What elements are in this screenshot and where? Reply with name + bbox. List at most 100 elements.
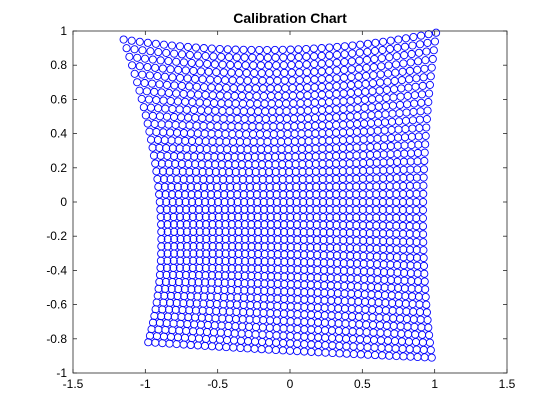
scatter-point — [405, 221, 414, 231]
scatter-point — [352, 166, 361, 175]
scatter-point — [366, 259, 375, 269]
scatter-point — [226, 60, 235, 69]
scatter-point — [352, 259, 362, 268]
y-tick-label: 0.4 — [50, 127, 67, 141]
scatter-point — [378, 229, 388, 238]
scatter-point — [415, 40, 425, 49]
scatter-point — [166, 175, 175, 184]
scatter-point — [318, 167, 327, 176]
scatter-point — [412, 197, 421, 207]
scatter-point — [428, 54, 437, 64]
scatter-point — [158, 167, 168, 176]
scatter-point — [294, 52, 303, 62]
scatter-point — [386, 260, 395, 269]
x-tick-label: -1 — [140, 377, 151, 391]
scatter-point — [358, 190, 367, 199]
scatter-point — [419, 189, 428, 198]
scatter-point — [392, 229, 401, 238]
scatter-point — [365, 197, 374, 207]
scatter-point — [332, 174, 341, 184]
scatter-point — [352, 174, 361, 183]
scatter-point — [419, 230, 428, 239]
scatter-point — [420, 148, 429, 157]
scatter-point — [409, 32, 418, 42]
scatter-point — [178, 167, 187, 176]
scatter-point — [143, 63, 152, 72]
scatter-point — [203, 59, 212, 68]
y-tick-label: -0.8 — [46, 332, 67, 346]
scatter-point — [412, 214, 421, 223]
scatter-point — [365, 236, 374, 245]
scatter-point — [271, 53, 280, 62]
scatter-point — [365, 244, 375, 253]
scatter-point — [155, 190, 164, 199]
scatter-point — [223, 45, 232, 54]
scatter-point — [412, 230, 421, 239]
scatter-point — [164, 159, 173, 168]
scatter-point — [345, 174, 354, 183]
scatter-point — [386, 268, 395, 277]
scatter-point — [419, 238, 428, 247]
scatter-point — [325, 190, 334, 199]
scatter-point — [367, 282, 376, 292]
scatter-point — [197, 160, 206, 169]
scatter-point — [380, 275, 389, 284]
scatter-point — [386, 252, 395, 261]
scatter-point — [379, 260, 388, 269]
scatter-point — [210, 60, 219, 69]
scatter-point — [154, 48, 163, 57]
scatter-point — [325, 182, 334, 191]
scatter-point — [346, 251, 355, 260]
scatter-point — [340, 50, 349, 59]
scatter-point — [419, 261, 429, 270]
scatter-point — [240, 53, 249, 62]
scatter-point — [140, 54, 150, 63]
scatter-point — [153, 174, 162, 184]
scatter-point — [179, 58, 188, 67]
scatter-point — [151, 159, 160, 168]
scatter-point — [352, 251, 361, 260]
scatter-point — [413, 269, 422, 278]
scatter-point — [255, 45, 264, 55]
scatter-point — [338, 197, 347, 207]
scatter-point — [162, 48, 171, 57]
scatter-point — [425, 80, 434, 89]
scatter-point — [191, 43, 201, 52]
scatter-point — [359, 259, 368, 268]
scatter-point — [270, 45, 280, 55]
scatter-point — [218, 60, 227, 69]
scatter-point — [186, 175, 195, 184]
scatter-point — [393, 43, 402, 52]
scatter-point — [119, 35, 128, 44]
scatter-point — [204, 160, 213, 169]
scatter-point — [154, 182, 163, 191]
scatter-point — [173, 182, 182, 191]
scatter-point — [385, 237, 394, 246]
scatter-point — [332, 50, 342, 59]
scatter-point — [379, 252, 388, 261]
scatter-point — [148, 55, 157, 64]
scatter-point — [423, 38, 432, 47]
scatter-point — [365, 205, 374, 214]
scatter-point — [358, 197, 367, 207]
scatter-point — [348, 49, 357, 58]
scatter-point — [420, 156, 429, 166]
scatter-point — [211, 160, 220, 169]
scatter-point — [385, 213, 394, 222]
scatter-point — [256, 53, 265, 62]
scatter-point — [345, 182, 354, 191]
scatter-point — [419, 173, 428, 182]
scatter-point — [406, 269, 415, 278]
scatter-point — [394, 35, 403, 44]
scatter-point — [191, 160, 200, 169]
scatter-point — [392, 221, 401, 230]
scatter-point — [370, 46, 379, 55]
scatter-point — [180, 182, 189, 191]
scatter-point — [373, 283, 382, 292]
scatter-point — [359, 228, 368, 238]
scatter-point — [332, 190, 341, 199]
scatter-point — [345, 167, 354, 176]
scatter-point — [372, 174, 381, 183]
scatter-point — [352, 221, 361, 230]
y-tick-label: -0.2 — [46, 229, 67, 243]
